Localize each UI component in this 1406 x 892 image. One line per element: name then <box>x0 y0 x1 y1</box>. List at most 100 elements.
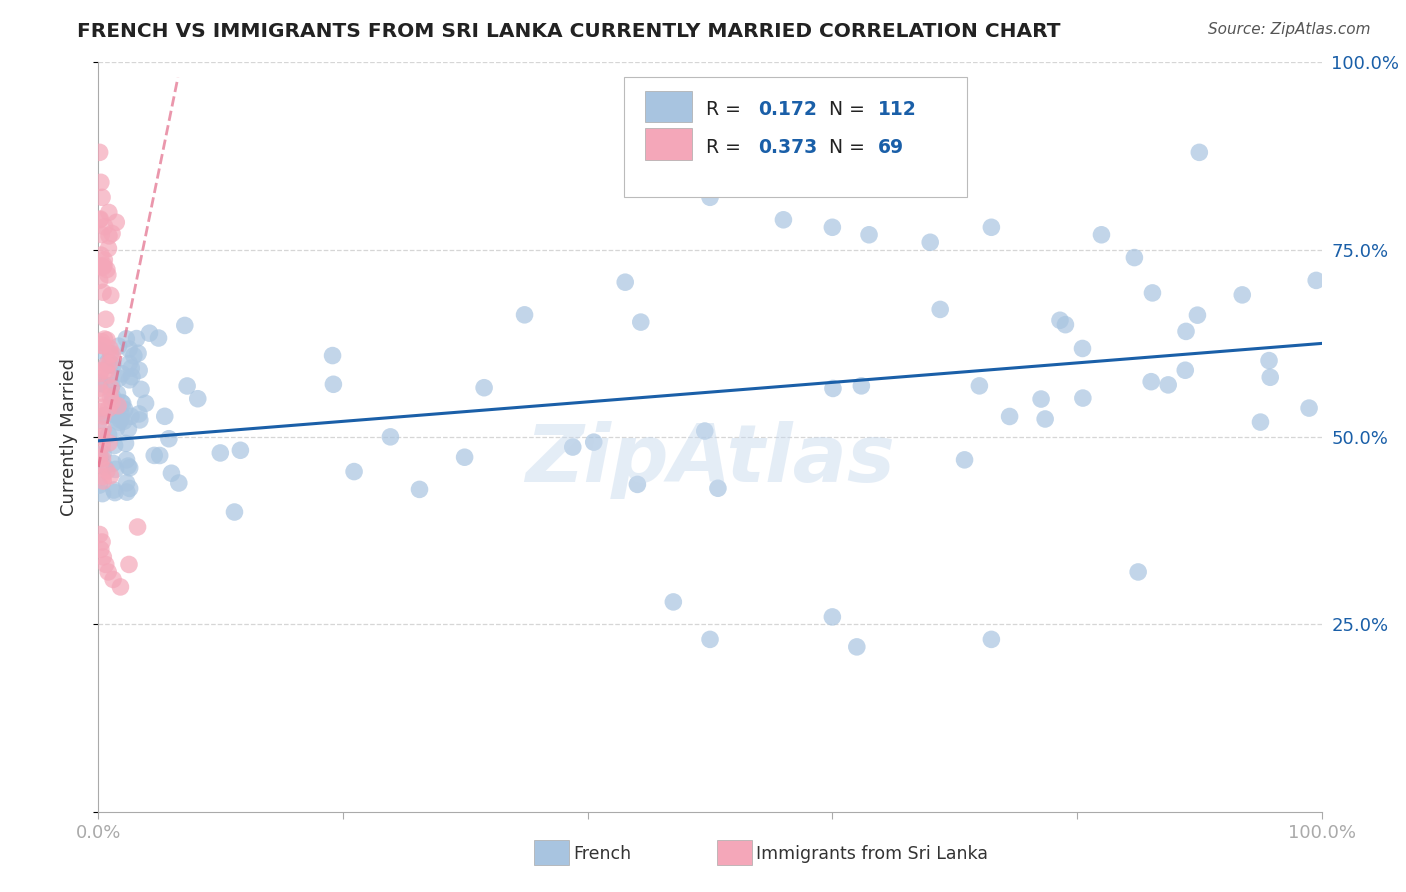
Point <box>97 401 120 416</box>
Point <box>91 474 114 488</box>
Text: N =: N = <box>828 137 870 157</box>
Point <box>97 436 120 450</box>
Point <box>96 363 118 377</box>
Point <box>93 332 115 346</box>
Point <box>1305 273 1327 287</box>
Point <box>97 368 120 382</box>
Point <box>821 220 844 235</box>
Point <box>90 364 112 378</box>
Point <box>110 413 132 427</box>
Point <box>101 456 124 470</box>
Point <box>110 580 132 594</box>
Text: Immigrants from Sri Lanka: Immigrants from Sri Lanka <box>756 845 988 863</box>
Point <box>91 486 114 500</box>
Point <box>93 459 115 474</box>
Point <box>91 446 114 460</box>
Point <box>90 338 112 352</box>
Point <box>96 262 118 277</box>
Point <box>125 332 148 346</box>
Point <box>108 371 131 385</box>
Point <box>138 326 160 341</box>
Point <box>91 535 114 549</box>
Point <box>98 390 121 404</box>
Point <box>101 389 124 403</box>
Point <box>735 175 758 189</box>
Point <box>980 632 1002 647</box>
Point <box>160 467 183 481</box>
Point <box>101 573 124 587</box>
Point <box>707 481 730 495</box>
Point <box>91 438 114 452</box>
Point <box>96 333 118 347</box>
Point <box>90 227 112 242</box>
Point <box>89 381 111 395</box>
Point <box>472 381 495 395</box>
Point <box>90 542 112 557</box>
Point <box>90 343 112 358</box>
Point <box>98 356 121 370</box>
Point <box>118 342 141 356</box>
Point <box>662 161 685 175</box>
Point <box>107 339 129 353</box>
Point <box>111 367 134 381</box>
Point <box>167 476 190 491</box>
Point <box>111 396 134 410</box>
Point <box>97 565 120 579</box>
Point <box>104 462 127 476</box>
Text: French: French <box>574 845 631 863</box>
Point <box>322 349 344 363</box>
Point <box>1128 565 1150 579</box>
Point <box>90 248 112 262</box>
Point <box>1187 308 1209 322</box>
Point <box>699 190 721 204</box>
Point <box>98 358 121 372</box>
Point <box>94 312 117 326</box>
Point <box>105 421 128 435</box>
Point <box>1029 392 1052 406</box>
Point <box>100 347 122 361</box>
Point <box>821 610 844 624</box>
Point <box>91 285 114 300</box>
Point <box>93 252 115 267</box>
Point <box>322 377 344 392</box>
Point <box>115 453 138 467</box>
Point <box>229 443 252 458</box>
Point <box>89 212 111 227</box>
Point <box>117 458 139 473</box>
Point <box>96 358 118 372</box>
Point <box>187 392 209 406</box>
Point <box>953 453 976 467</box>
Point <box>97 427 120 442</box>
Point <box>89 212 111 227</box>
Text: 69: 69 <box>877 137 904 157</box>
Point <box>149 449 172 463</box>
Point <box>89 449 111 463</box>
Point <box>103 408 125 422</box>
Point <box>94 558 117 572</box>
Point <box>1071 391 1094 405</box>
Point <box>100 468 122 483</box>
Point <box>89 527 111 541</box>
Point <box>614 275 637 289</box>
Point <box>1049 313 1071 327</box>
Text: ZipAtlas: ZipAtlas <box>524 420 896 499</box>
Point <box>821 381 844 395</box>
Point <box>127 520 149 534</box>
Point <box>97 268 120 282</box>
Point <box>153 409 176 424</box>
Point <box>101 227 124 241</box>
Point <box>630 315 652 329</box>
Point <box>90 260 112 274</box>
Point <box>408 483 430 497</box>
Point <box>120 409 142 424</box>
Text: 112: 112 <box>877 100 917 120</box>
Point <box>89 478 111 492</box>
Text: FRENCH VS IMMIGRANTS FROM SRI LANKA CURRENTLY MARRIED CORRELATION CHART: FRENCH VS IMMIGRANTS FROM SRI LANKA CURR… <box>77 22 1062 41</box>
Point <box>129 382 152 396</box>
Point <box>128 413 150 427</box>
Point <box>1298 401 1320 415</box>
Point <box>114 436 136 450</box>
Point <box>998 409 1021 424</box>
Point <box>1033 412 1056 426</box>
Point <box>89 450 111 465</box>
